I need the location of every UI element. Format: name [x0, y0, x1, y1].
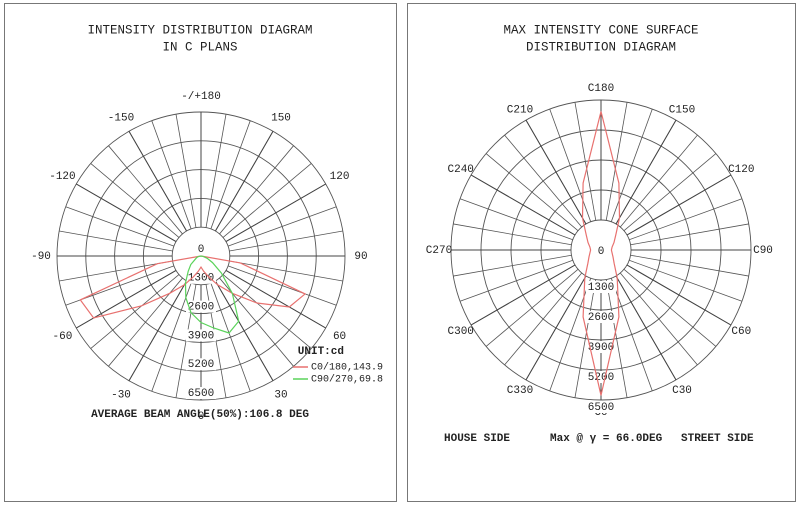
label-bg: [586, 245, 616, 257]
angle-tick-label: C60: [731, 326, 751, 338]
series-line: [184, 255, 240, 334]
angle-tick-label: C210: [507, 105, 533, 117]
series-line: [79, 255, 307, 319]
unit-label: UNIT:cd: [298, 346, 344, 358]
r-tick-label: 0: [198, 244, 205, 256]
r-tick-label: 5200: [188, 359, 214, 371]
label-bg: [186, 271, 216, 284]
r-tick-label: 6500: [588, 402, 614, 414]
angle-tick-label: -30: [111, 389, 131, 401]
angle-tick-label: C240: [448, 164, 474, 176]
label-bg: [586, 281, 616, 293]
angle-tick-label: C300: [448, 326, 474, 338]
angle-tick-label: 90: [354, 251, 367, 263]
angle-tick-label: C330: [507, 385, 533, 397]
label-bg: [186, 243, 216, 255]
angle-grid-line: [626, 174, 732, 236]
angle-tick-label: C150: [669, 105, 695, 117]
label-bg: [586, 371, 616, 383]
label-bg: [186, 358, 216, 371]
chart-title: IN C PLANS: [162, 40, 237, 54]
footer-center: Max @ γ = 66.0DEG: [550, 433, 663, 445]
r-tick-label: 0: [598, 246, 605, 258]
r-tick-label: 6500: [188, 388, 214, 400]
angle-grid-line: [470, 174, 576, 236]
angle-tick-label: C30: [672, 385, 692, 397]
r-tick-label: 3900: [188, 330, 214, 342]
series-line: [581, 111, 621, 396]
r-tick-label: 2600: [188, 302, 214, 314]
r-tick-label: 3900: [588, 342, 614, 354]
angle-grid-line: [626, 264, 732, 326]
angle-tick-label: C180: [588, 83, 614, 95]
angle-tick-label: -60: [53, 331, 73, 343]
angle-tick-label: C120: [728, 164, 754, 176]
label-bg: [586, 341, 616, 353]
r-tick-label: 1300: [588, 282, 614, 294]
angle-grid-line: [76, 269, 177, 329]
angle-grid-line: [225, 269, 326, 329]
angle-grid-line: [128, 280, 188, 381]
angle-tick-label: -90: [31, 251, 51, 263]
angle-grid-line: [128, 131, 188, 232]
angle-tick-label: 60: [333, 331, 346, 343]
angle-grid-line: [225, 183, 326, 243]
chart-title: MAX INTENSITY CONE SURFACE: [503, 23, 698, 37]
legend-label: C90/270,69.8: [311, 374, 383, 386]
footer: AVERAGE BEAM ANGLE(50%):106.8 DEG: [91, 409, 309, 421]
angle-grid-line: [525, 275, 587, 381]
footer-left: HOUSE SIDE: [444, 433, 510, 445]
label-bg: [186, 387, 216, 399]
chart-title: INTENSITY DISTRIBUTION DIAGRAM: [87, 23, 312, 37]
angle-grid-line: [615, 119, 677, 225]
label-bg: [586, 401, 616, 413]
angle-tick-label: -120: [49, 171, 75, 183]
angle-tick-label: 150: [271, 112, 291, 124]
angle-grid-line: [214, 280, 274, 381]
r-tick-label: 2600: [588, 312, 614, 324]
angle-tick-label: -/+180: [181, 91, 221, 103]
angle-tick-label: C270: [426, 245, 452, 257]
angle-grid-line: [76, 183, 177, 243]
chart-title: DISTRIBUTION DIAGRAM: [526, 40, 676, 54]
angle-tick-label: -150: [108, 112, 134, 124]
angle-grid-line: [470, 264, 576, 326]
angle-grid-line: [525, 119, 587, 225]
legend-label: C0/180,143.9: [311, 362, 383, 374]
angle-tick-label: C90: [753, 245, 773, 257]
footer-right: STREET SIDE: [681, 433, 754, 445]
label-bg: [186, 329, 216, 342]
angle-grid-line: [615, 275, 677, 381]
label-bg: [586, 311, 616, 323]
r-tick-label: 5200: [588, 372, 614, 384]
angle-tick-label: 0: [198, 411, 205, 423]
angle-grid-line: [214, 131, 274, 232]
angle-tick-label: 30: [274, 389, 287, 401]
angle-tick-label: 120: [330, 171, 350, 183]
label-bg: [186, 300, 216, 313]
